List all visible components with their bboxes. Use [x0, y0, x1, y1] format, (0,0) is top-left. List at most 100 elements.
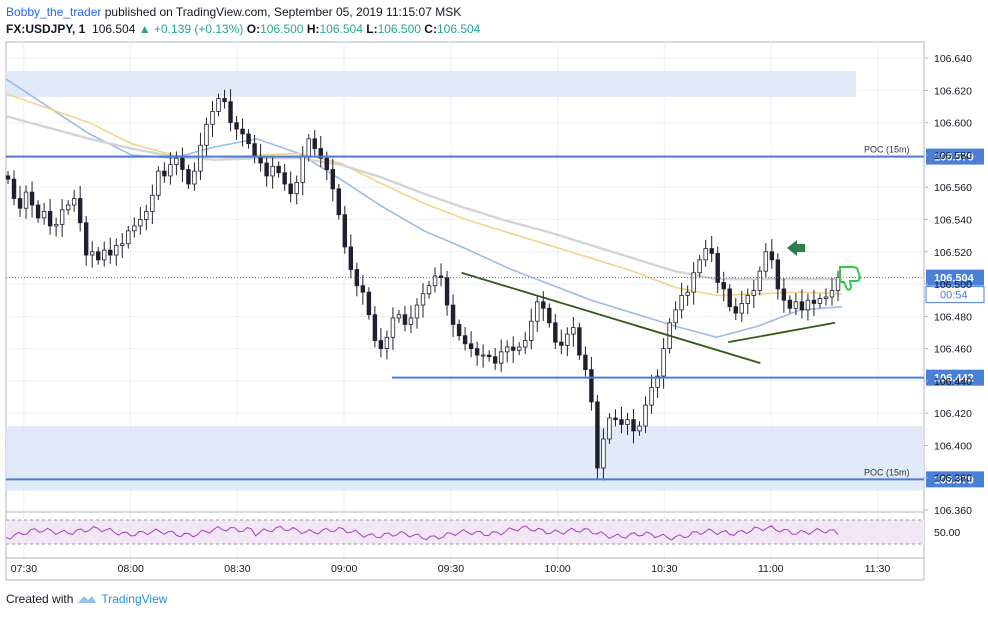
candle-body: [126, 230, 131, 245]
author-link[interactable]: Bobby_the_trader: [6, 5, 102, 19]
candle: [204, 117, 209, 156]
candle: [655, 369, 660, 399]
candle: [492, 347, 498, 370]
candle-body: [312, 138, 317, 149]
candle-body: [492, 356, 498, 364]
candle-body: [222, 98, 227, 103]
candle-body: [348, 246, 354, 270]
candle-body: [264, 162, 269, 177]
candle-body: [288, 183, 293, 195]
candle: [649, 374, 654, 414]
candle-body: [102, 249, 107, 261]
candle: [108, 237, 113, 264]
level-price-label: 106.442: [934, 373, 974, 385]
candle-body: [216, 98, 221, 112]
level-tag: POC (15m): [864, 467, 910, 477]
candle: [577, 322, 582, 360]
level-price-label-bg: [926, 148, 984, 165]
y-tick-label: 106.480: [934, 311, 972, 323]
candle-body: [120, 243, 125, 246]
candle-body: [234, 122, 239, 130]
candle: [294, 175, 299, 205]
candle-body: [360, 285, 366, 293]
candle: [817, 293, 823, 309]
candle: [601, 428, 606, 481]
x-tick-label: 08:30: [224, 563, 250, 575]
candle: [697, 255, 702, 278]
candle-body: [132, 225, 137, 232]
candle: [673, 301, 678, 330]
candle: [264, 156, 269, 187]
candle-body: [354, 269, 360, 287]
candle-body: [517, 346, 522, 351]
candle-body: [571, 327, 576, 335]
candle-body: [511, 346, 516, 351]
candle-body: [414, 304, 420, 319]
candle-body: [384, 336, 390, 350]
candle: [745, 288, 750, 315]
level-price-label-bg: [926, 369, 984, 386]
candle-body: [589, 369, 594, 403]
candle: [625, 412, 630, 436]
candle-body: [721, 282, 726, 290]
candle-body: [396, 314, 402, 319]
candle: [132, 217, 137, 238]
candle: [529, 308, 534, 350]
y-tick-label: 106.420: [934, 408, 972, 420]
candle-body: [601, 438, 606, 469]
candle-body: [655, 375, 660, 388]
tradingview-logo-icon: [78, 596, 97, 603]
candle: [222, 89, 227, 109]
candle-body: [144, 211, 149, 220]
x-tick-label: 09:30: [438, 563, 464, 575]
tradingview-brand[interactable]: TradingView: [101, 592, 168, 606]
candle-body: [41, 211, 47, 219]
candle: [468, 331, 474, 358]
countdown-label: 00:54: [940, 290, 968, 302]
candle-body: [444, 277, 450, 306]
candle-body: [300, 156, 305, 183]
candle: [150, 184, 155, 225]
candle: [432, 267, 438, 293]
candle: [559, 329, 564, 355]
candle: [276, 161, 281, 178]
candle-body: [35, 204, 41, 219]
candle: [156, 166, 161, 201]
candle-body: [661, 348, 666, 377]
candle-body: [679, 294, 684, 311]
candle-body: [739, 303, 744, 314]
candle-body: [631, 419, 636, 432]
candle: [619, 407, 624, 434]
candle-body: [535, 301, 540, 322]
candle: [384, 330, 390, 360]
candle-body: [829, 290, 835, 298]
x-tick-label: 08:00: [118, 563, 144, 575]
last-price-label-bg: [926, 269, 984, 286]
candle-body: [198, 144, 203, 172]
candle-body: [559, 341, 564, 346]
candle: [126, 225, 131, 249]
candle: [53, 217, 59, 237]
candle: [811, 289, 817, 317]
close-value: 106.504: [436, 22, 481, 36]
candle-body: [240, 128, 245, 135]
candle-body: [246, 133, 251, 145]
candle: [186, 164, 191, 189]
candle-body: [547, 307, 552, 324]
candle-body: [643, 404, 648, 427]
candle-body: [282, 172, 287, 185]
candle-body: [390, 317, 396, 338]
candle-body: [799, 301, 805, 311]
candle-body: [180, 157, 185, 170]
candle: [486, 350, 492, 362]
candle: [216, 93, 221, 117]
candle-body: [456, 324, 462, 337]
candle: [360, 275, 366, 305]
candle: [685, 285, 690, 307]
candle-body: [793, 301, 799, 309]
candle: [390, 307, 396, 350]
candle-body: [757, 270, 763, 291]
candle: [727, 284, 732, 312]
candle-body: [324, 157, 329, 170]
